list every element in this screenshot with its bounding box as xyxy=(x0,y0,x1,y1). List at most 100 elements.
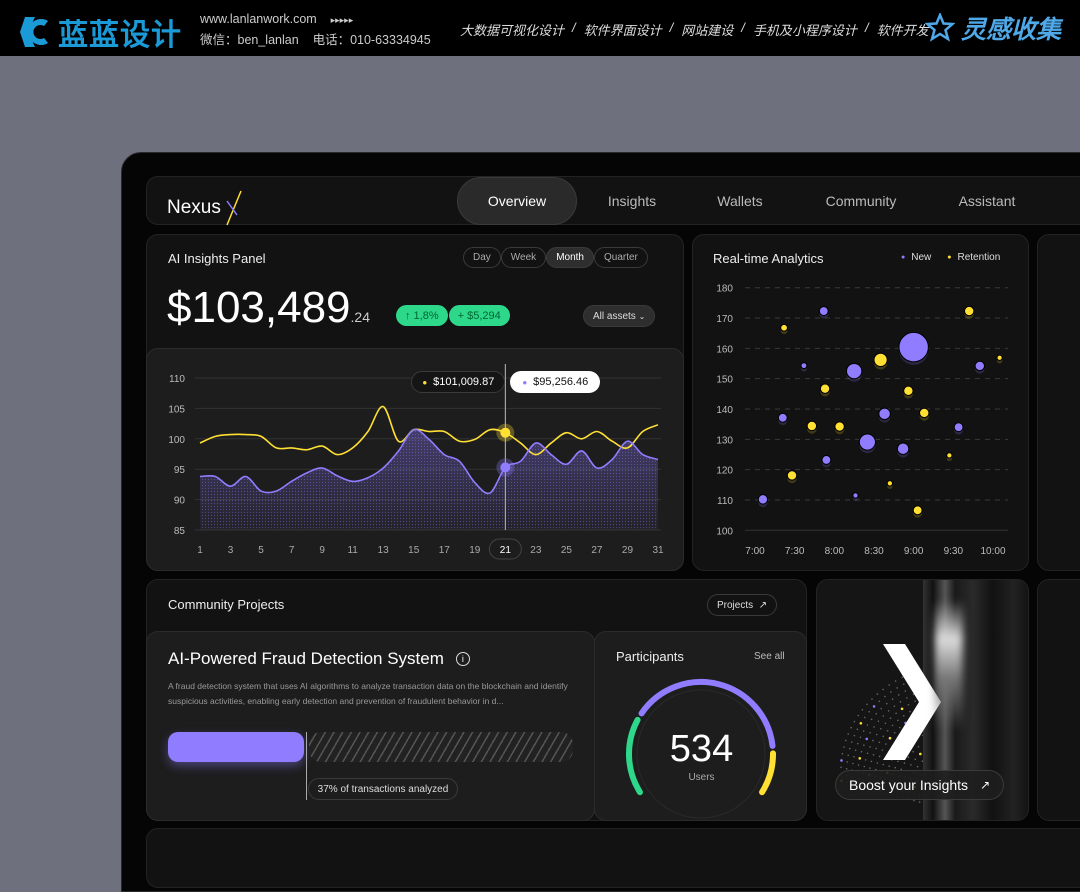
y-tick-label: 110 xyxy=(717,496,733,507)
project-title-text: AI-Powered Fraud Detection System xyxy=(168,649,444,668)
collect-text: 灵感收集 xyxy=(961,16,1062,44)
tab-wallets[interactable]: Wallets xyxy=(717,193,763,209)
sphere-dot xyxy=(882,715,885,717)
logo-x-mark xyxy=(226,190,242,226)
all-assets-dropdown[interactable]: All assets ⌄ xyxy=(583,305,656,327)
see-all-link[interactable]: See all xyxy=(754,651,785,662)
sphere-dot xyxy=(848,747,851,750)
project-card[interactable]: AI-Powered Fraud Detection System i A fr… xyxy=(146,631,595,821)
service: 手机及小程序设计 xyxy=(752,23,857,38)
tab-assistant[interactable]: Assistant xyxy=(958,193,1016,209)
change-badges: ↑ 1,8% + $5,294 xyxy=(396,305,510,326)
service: 软件开发 xyxy=(876,23,929,38)
collect-logo: 灵感收集 xyxy=(925,10,1061,46)
tab-overview[interactable]: Overview xyxy=(457,177,577,225)
area-dots xyxy=(200,429,658,530)
sphere-dot xyxy=(882,763,885,766)
x-tick-label: 15 xyxy=(408,545,420,556)
legend-new: New xyxy=(911,252,932,263)
x-tick-label: 27 xyxy=(591,545,603,556)
sphere-dot xyxy=(897,760,899,763)
projects-label: Projects xyxy=(717,599,754,611)
sphere-dot xyxy=(890,691,892,693)
sphere-dot xyxy=(875,747,877,750)
sphere-dot xyxy=(891,724,894,727)
bubble-new xyxy=(821,455,832,465)
sphere-dot xyxy=(872,705,876,708)
gauge-segment xyxy=(759,750,776,796)
sphere-dot xyxy=(907,756,910,758)
brand-logo-icon xyxy=(20,17,48,47)
yellow-dot-icon: ● xyxy=(422,377,428,387)
x-tick-label: 1 xyxy=(197,545,203,556)
boost-card[interactable]: Boost your Insights ↗ xyxy=(816,579,1029,821)
change-percent-badge: ↑ 1,8% xyxy=(396,305,448,326)
sphere-dot xyxy=(870,718,873,721)
gauge-segment xyxy=(638,679,776,749)
bubble-retention xyxy=(919,407,930,419)
x-tick-label: 8:30 xyxy=(864,546,884,557)
sphere-dot xyxy=(904,690,907,692)
sphere-dot xyxy=(875,733,878,736)
tooltip-new: ● $95,256.46 xyxy=(510,371,601,393)
sphere-dot xyxy=(885,743,887,745)
service: 大数据可视化设计 xyxy=(460,23,565,38)
sphere-dot xyxy=(864,759,867,761)
tab-insights[interactable]: Insights xyxy=(607,193,657,209)
sphere-dot xyxy=(866,752,869,755)
sphere-dot xyxy=(852,762,854,765)
sphere-dot xyxy=(913,799,915,802)
period-week[interactable]: Week xyxy=(500,247,547,268)
panel-title: Community Projects xyxy=(168,597,285,612)
projects-button[interactable]: Projects ↗ xyxy=(707,594,778,616)
participants-gauge xyxy=(626,679,776,819)
bubble-retention xyxy=(946,452,953,459)
x-tick-label: 9 xyxy=(319,545,325,556)
sphere-dot xyxy=(876,693,879,695)
brand-logo[interactable]: 蓝蓝设计 xyxy=(18,10,182,54)
sphere-dot xyxy=(877,720,880,723)
bubble-new xyxy=(858,433,876,451)
x-tick-label: 19 xyxy=(469,545,481,556)
bottom-card xyxy=(146,828,1080,888)
bubble-retention xyxy=(780,323,788,332)
sphere-dot xyxy=(899,701,902,703)
project-title: AI-Powered Fraud Detection System i xyxy=(168,649,470,669)
info-icon[interactable]: i xyxy=(455,652,470,666)
y-tick-label: 85 xyxy=(174,526,186,537)
period-quarter[interactable]: Quarter xyxy=(593,247,648,268)
selected-x-pill xyxy=(488,538,522,560)
sphere-dot xyxy=(893,705,896,707)
sphere-dot xyxy=(861,709,864,711)
bubble-retention xyxy=(786,470,798,481)
sphere-dot xyxy=(914,758,917,760)
boost-insights-button[interactable]: Boost your Insights ↗ xyxy=(835,770,1005,800)
arrows-icon: ▸▸▸▸▸ xyxy=(330,15,354,25)
arrow-up-right-icon: ↗ xyxy=(758,599,768,611)
progress-bar xyxy=(168,732,573,800)
period-day[interactable]: Day xyxy=(463,247,501,268)
sphere-dot xyxy=(919,752,922,756)
x-tick-label: 7:00 xyxy=(745,546,765,557)
sphere-dot xyxy=(894,766,897,769)
app-logo[interactable]: Nexus xyxy=(167,189,245,227)
sphere-dot xyxy=(853,755,855,758)
bubble-new xyxy=(777,412,788,423)
partial-card xyxy=(1037,579,1080,821)
sphere-dot xyxy=(878,741,881,744)
wechat: 微信：ben_lanlan xyxy=(200,33,299,47)
sphere-dot xyxy=(906,697,908,699)
progress-fill xyxy=(168,732,304,762)
sphere-dot xyxy=(902,715,905,717)
tab-community[interactable]: Community xyxy=(825,193,897,209)
line-chart-card: 110 105 100 95 90 85 1 3 5 7 9 11 13 15 17 19 21 23 25 27 29… xyxy=(146,348,684,571)
x-tick-label: 25 xyxy=(561,545,573,556)
bubble-retention xyxy=(996,354,1003,361)
period-month[interactable]: Month xyxy=(546,247,594,268)
highlight-point xyxy=(500,427,511,438)
site-url[interactable]: www.lanlanwork.com xyxy=(200,12,317,26)
bubble-retention xyxy=(963,305,975,317)
sphere-dot xyxy=(856,728,859,731)
sphere-dot xyxy=(918,801,921,803)
